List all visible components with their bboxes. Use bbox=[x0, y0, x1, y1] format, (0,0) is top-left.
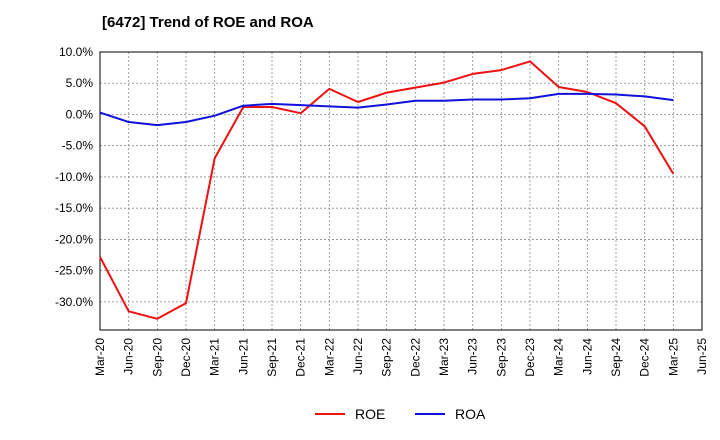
x-tick-label: Dec-24 bbox=[638, 338, 652, 377]
y-tick-label: -10.0% bbox=[55, 170, 93, 184]
x-tick-label: Jun-23 bbox=[466, 338, 480, 375]
x-tick-label: Mar-20 bbox=[93, 338, 107, 376]
x-tick-label: Dec-20 bbox=[179, 338, 193, 377]
plot-border bbox=[99, 51, 703, 331]
x-tick-label: Mar-21 bbox=[208, 338, 222, 376]
y-tick-label: 0.0% bbox=[66, 107, 94, 121]
series-line-roe bbox=[99, 60, 675, 320]
x-tick-label: Mar-23 bbox=[437, 338, 451, 376]
legend: ROE ROA bbox=[315, 406, 486, 422]
legend-label-roa: ROA bbox=[455, 406, 486, 422]
x-tick-label: Jun-25 bbox=[695, 338, 709, 375]
series-line-roa bbox=[99, 92, 674, 127]
x-tick-label: Sep-21 bbox=[265, 338, 279, 377]
x-tick-label: Mar-22 bbox=[322, 338, 336, 376]
x-tick-label: Jun-22 bbox=[351, 338, 365, 375]
x-tick-label: Mar-25 bbox=[666, 338, 680, 376]
x-tick-label: Sep-20 bbox=[150, 338, 164, 377]
x-tick-label: Sep-22 bbox=[380, 338, 394, 377]
x-tick-label: Dec-22 bbox=[408, 338, 422, 377]
x-tick-label: Dec-21 bbox=[294, 338, 308, 377]
x-tick-label: Jun-21 bbox=[236, 338, 250, 375]
y-tick-label: -5.0% bbox=[62, 139, 94, 153]
y-tick-label: -25.0% bbox=[55, 264, 93, 278]
chart-title: [6472] Trend of ROE and ROA bbox=[102, 14, 314, 31]
x-tick-label: Jun-20 bbox=[122, 338, 136, 375]
x-tick-label: Sep-23 bbox=[494, 338, 508, 377]
x-axis: Mar-20 Jun-20 Sep-20 Dec-20 Mar-21 Jun-21 Sep-… bbox=[93, 338, 709, 377]
y-tick-label: 10.0% bbox=[59, 45, 93, 59]
y-tick-label: -30.0% bbox=[55, 295, 93, 309]
grid-lines bbox=[99, 51, 703, 331]
x-tick-label: Dec-23 bbox=[523, 338, 537, 377]
y-tick-label: 5.0% bbox=[66, 76, 94, 90]
x-tick-label: Jun-24 bbox=[580, 338, 594, 375]
series-lines bbox=[99, 60, 675, 320]
x-tick-label: Sep-24 bbox=[609, 338, 623, 377]
legend-label-roe: ROE bbox=[355, 406, 385, 422]
x-tick-label: Mar-24 bbox=[552, 338, 566, 376]
y-tick-label: -20.0% bbox=[55, 232, 93, 246]
y-tick-label: -15.0% bbox=[55, 201, 93, 215]
y-axis: 10.0% 5.0% 0.0% -5.0% -10.0% -15.0% -20.0% -25.… bbox=[55, 45, 93, 309]
